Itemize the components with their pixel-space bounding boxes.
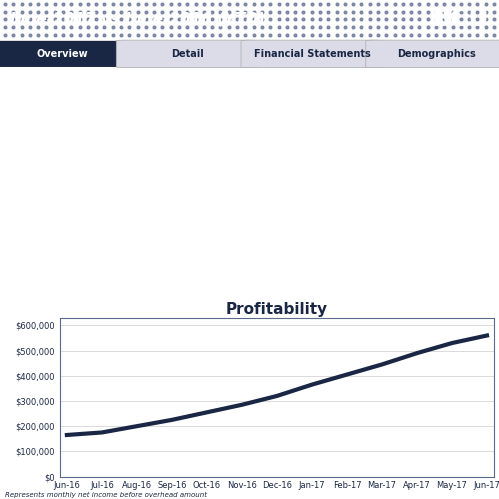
Text: NII: NII [15, 213, 68, 246]
FancyBboxPatch shape [241, 40, 383, 68]
Text: $10,000: $10,000 [265, 276, 334, 291]
Text: BCU: BCU [432, 7, 489, 31]
Text: Non-Interest Income: Non-Interest Income [15, 250, 107, 259]
Text: Represents monthly net income before overhead amount: Represents monthly net income before ove… [5, 492, 207, 498]
Text: $10,000: $10,000 [265, 169, 334, 184]
Text: +10%: +10% [158, 140, 239, 164]
Text: Overview: Overview [36, 49, 88, 59]
Text: +9%: +9% [176, 254, 239, 278]
Text: Demographics: Demographics [397, 49, 476, 59]
Text: NET: NET [265, 85, 339, 118]
Text: $10,000: $10,000 [15, 276, 84, 291]
Text: Detail: Detail [171, 49, 204, 59]
Text: +4%: +4% [426, 254, 489, 278]
Text: Financial Statements: Financial Statements [253, 49, 370, 59]
Text: Net Interest Income: Net Interest Income [265, 134, 355, 143]
Text: Profit: Profit [15, 85, 121, 118]
FancyBboxPatch shape [116, 40, 258, 68]
FancyBboxPatch shape [0, 40, 133, 68]
Title: Profitability: Profitability [226, 302, 328, 317]
Text: Net Income (before OH): Net Income (before OH) [15, 134, 123, 143]
FancyBboxPatch shape [366, 40, 499, 68]
Text: $10,000: $10,000 [15, 169, 84, 184]
Text: June-2017 vs June-2016 (YTD): June-2017 vs June-2016 (YTD) [10, 12, 266, 27]
Text: NIE: NIE [265, 213, 329, 246]
Text: Non-Interest Expense: Non-Interest Expense [265, 250, 363, 259]
Text: +5%: +5% [426, 140, 489, 164]
